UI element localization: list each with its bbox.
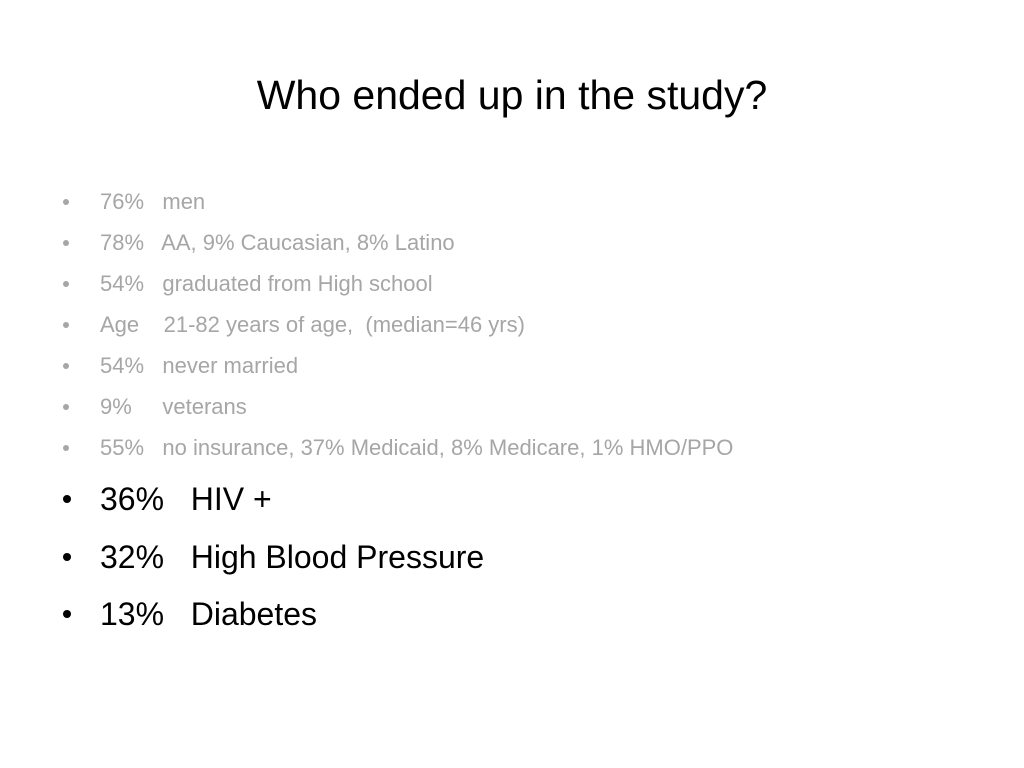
- bullet-dot: [63, 240, 69, 246]
- bullet-text: 55% no insurance, 37% Medicaid, 8% Medic…: [100, 435, 734, 460]
- bullet-item: 55% no insurance, 37% Medicaid, 8% Medic…: [63, 435, 734, 460]
- bullet-text: 13% Diabetes: [100, 596, 318, 632]
- bullet-dot: [63, 495, 71, 503]
- bullet-text: 76% men: [100, 189, 206, 214]
- bullet-item: 76% men: [63, 189, 206, 214]
- bullet-text: 54% never married: [100, 353, 299, 378]
- bullet-dot: [63, 322, 69, 328]
- slide-title: Who ended up in the study?: [256, 72, 768, 118]
- bullet-dot: [63, 199, 69, 205]
- bullet-text: Age 21-82 years of age, (median=46 yrs): [100, 312, 525, 337]
- bullet-dot: [63, 552, 71, 561]
- bullet-item: 54% never married: [63, 353, 299, 378]
- bullet-item: 9% veterans: [63, 394, 247, 419]
- bullet-dot: [63, 363, 69, 369]
- bullet-item: 54% graduated from High school: [63, 271, 433, 296]
- bullet-dot: [63, 445, 69, 451]
- bullet-item: 13% Diabetes: [63, 596, 318, 632]
- bullet-text: 32% High Blood Pressure: [100, 538, 485, 575]
- bullet-item: Age 21-82 years of age, (median=46 yrs): [63, 312, 525, 337]
- bullet-dot: [63, 281, 69, 287]
- bullet-text: 54% graduated from High school: [100, 271, 433, 296]
- bullet-text: 9% veterans: [100, 394, 247, 419]
- bullet-dot: [63, 610, 71, 618]
- bullet-dot: [63, 404, 69, 410]
- bullet-text: 36% HIV +: [100, 481, 272, 517]
- bullet-item: 32% High Blood Pressure: [63, 538, 485, 575]
- bullet-item: 78% AA, 9% Caucasian, 8% Latino: [63, 230, 455, 255]
- bullet-text: 78% AA, 9% Caucasian, 8% Latino: [100, 230, 455, 255]
- bullet-item: 36% HIV +: [63, 481, 272, 517]
